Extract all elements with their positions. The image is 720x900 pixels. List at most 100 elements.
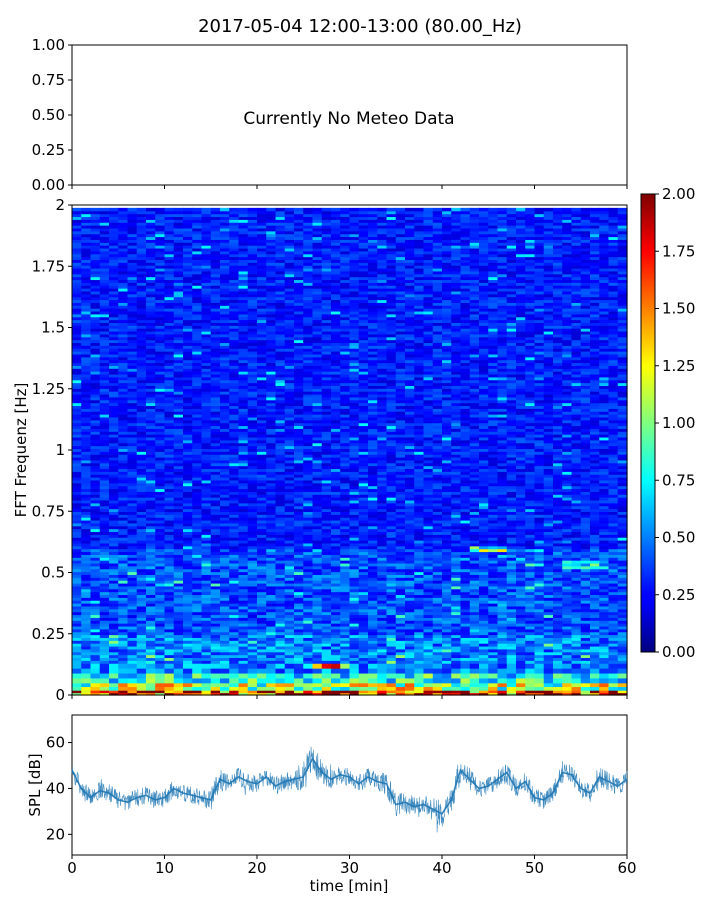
spectrogram-cell	[210, 511, 221, 515]
spectrogram-cell	[284, 562, 295, 567]
spectrogram-cell	[229, 290, 240, 295]
spectrogram-cell	[321, 431, 332, 435]
spectrogram-cell	[192, 465, 203, 470]
spectrogram-cell	[303, 459, 314, 464]
spectrogram-cell	[72, 253, 82, 258]
spectrogram-cell	[99, 588, 110, 593]
spectrogram-cell	[99, 485, 110, 490]
spectrogram-cell	[321, 207, 332, 212]
spectrogram-cell	[340, 565, 351, 570]
spectrogram-cell	[340, 571, 351, 575]
spectrogram-cell	[266, 580, 277, 584]
spectrogram-cell	[257, 393, 267, 398]
spectrogram-cell	[284, 571, 295, 575]
spectrogram-cell	[340, 597, 351, 601]
spectrogram-cell	[173, 436, 184, 441]
spectrogram-cell	[173, 207, 184, 212]
spectrogram-cell	[81, 508, 92, 512]
spectrogram-cell	[201, 382, 212, 386]
spectrogram-cell	[331, 431, 341, 435]
spectrogram-cell	[118, 285, 129, 289]
spectrogram-cell	[210, 227, 221, 232]
spectrogram-cell	[340, 585, 351, 590]
spectrogram-cell	[275, 348, 286, 352]
spectrogram-cell	[201, 305, 212, 309]
spectrogram-cell	[321, 517, 332, 521]
spectrogram-cell	[155, 436, 166, 441]
spectrogram-cell	[220, 620, 230, 624]
spectrogram-cell	[136, 330, 147, 335]
spectrogram-cell	[284, 425, 295, 429]
spectrogram-cell	[192, 316, 203, 321]
spectrogram-cell	[164, 259, 175, 263]
spectrogram-cell	[136, 565, 147, 570]
spectrogram-cell	[146, 611, 156, 616]
spectrogram-cell	[229, 279, 240, 283]
spectrogram-cell	[321, 531, 332, 535]
spectrogram-cell	[229, 351, 240, 355]
spectrogram-cell	[118, 316, 129, 321]
spectrogram-cell	[247, 330, 258, 335]
spectrogram-cell	[340, 525, 351, 530]
spectrogram-cell	[146, 213, 156, 218]
spectrogram-cell	[275, 230, 286, 235]
spectrogram-cell	[321, 279, 332, 283]
spectrogram-cell	[220, 577, 230, 581]
spectrogram-cell	[321, 428, 332, 432]
spectrogram-cell	[192, 614, 203, 618]
spectrogram-cell	[127, 517, 138, 521]
spectrogram-cell	[201, 325, 212, 329]
spectrogram-cell	[238, 603, 249, 607]
spectrogram-cell	[173, 654, 184, 659]
spectrogram-cell	[303, 282, 314, 286]
spectrogram-cell	[238, 542, 249, 547]
spectrogram-cell	[294, 643, 304, 647]
spectrogram-cell	[90, 537, 101, 541]
spectrogram-cell	[90, 456, 101, 461]
spectrogram-cell	[210, 210, 221, 215]
spectrogram-cell	[220, 422, 230, 427]
spectrogram-cell	[146, 657, 156, 661]
spectrogram-cell	[210, 597, 221, 601]
spectrogram-cell	[109, 511, 119, 515]
spectrogram-cell	[220, 431, 230, 435]
spectrogram-cell	[294, 256, 304, 261]
spectrogram-cell	[238, 299, 249, 303]
spectrogram-cell	[173, 310, 184, 315]
spectrogram-cell	[192, 468, 203, 472]
spectrogram-cell	[312, 631, 323, 636]
spectrogram-cell	[331, 325, 341, 329]
spectrogram-cell	[72, 282, 82, 286]
spectrogram-cell	[321, 302, 332, 306]
spectrogram-cell	[90, 514, 101, 518]
spectrogram-cell	[266, 348, 277, 352]
spectrogram-cell	[72, 305, 82, 309]
spectrogram-cell	[321, 391, 332, 395]
spectrogram-cell	[294, 594, 304, 598]
spectrogram-cell	[238, 525, 249, 530]
spectrogram-cell	[192, 488, 203, 492]
spectrogram-cell	[220, 651, 230, 656]
spectrogram-cell	[257, 571, 267, 575]
spectrogram-cell	[340, 448, 351, 452]
spectrogram-cell	[247, 451, 258, 455]
spectrogram-cell	[99, 519, 110, 524]
spectrogram-cell	[136, 382, 147, 386]
spectrogram-cell	[331, 690, 341, 694]
spectrogram-cell	[257, 499, 267, 504]
spectrogram-cell	[164, 436, 175, 441]
spectrogram-cell	[72, 393, 82, 398]
spectrogram-cell	[303, 213, 314, 218]
spectrogram-cell	[99, 568, 110, 573]
spectrogram-cell	[155, 554, 166, 558]
spectrogram-cell	[127, 542, 138, 547]
spectrogram-cell	[118, 645, 129, 650]
spectrogram-cell	[164, 216, 175, 220]
spectrogram-cell	[284, 242, 295, 246]
spectrogram-cell	[294, 448, 304, 452]
spectrogram-cell	[229, 445, 240, 449]
spectrogram-cell	[257, 227, 267, 232]
spectrogram-cell	[294, 628, 304, 633]
spectrogram-cell	[146, 451, 156, 455]
